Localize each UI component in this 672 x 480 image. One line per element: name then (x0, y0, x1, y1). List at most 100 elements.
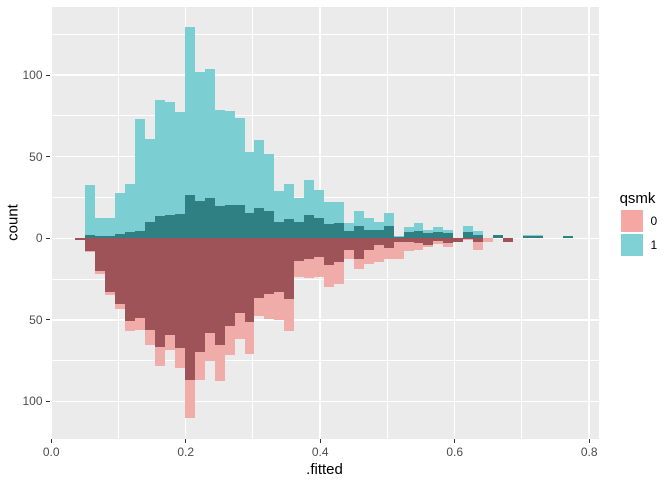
legend-key-1 (620, 233, 643, 256)
histogram-bar-down_dark (353, 238, 364, 260)
histogram-bar-down_dark (224, 238, 235, 326)
y-tick-mark (45, 400, 50, 402)
histogram-bar-down_dark (503, 238, 513, 242)
histogram-bar-up_dark (463, 232, 474, 239)
y-tick-label: 50 (29, 149, 43, 164)
histogram-bar-down_dark (174, 238, 185, 348)
histogram-bar-up_dark (174, 213, 185, 239)
histogram-bar-down_dark (393, 238, 404, 243)
histogram-bar-up_light (224, 111, 235, 239)
histogram-bar-up_dark (333, 223, 344, 239)
histogram-bar-down_dark (234, 238, 245, 313)
legend-label-0: 0 (650, 214, 658, 229)
histogram-bar-up_dark (85, 234, 96, 239)
histogram-bar-up_light (413, 223, 424, 239)
histogram-bar-down_dark (324, 238, 334, 266)
histogram-bar-up_light (204, 68, 215, 239)
y-tick-mark (45, 319, 50, 321)
histogram-bar-up_light (353, 210, 364, 239)
histogram-bar-down_light (373, 238, 384, 262)
histogram-bar-down_dark (413, 238, 424, 244)
histogram-bar-up_dark (125, 232, 136, 239)
y-minor-gridline (50, 196, 599, 198)
y-major-gridline (50, 155, 599, 158)
histogram-bar-down_dark (284, 238, 295, 299)
histogram-bar-up_dark (522, 236, 533, 239)
x-tick-label: 0.2 (177, 444, 195, 459)
histogram-bar-down_dark (85, 238, 96, 251)
histogram-bar-down_dark (373, 238, 384, 245)
x-axis-title: .fitted (306, 460, 343, 478)
histogram-bar-up_dark (164, 214, 175, 239)
histogram-bar-up_light (115, 192, 126, 239)
histogram-bar-up_light (274, 190, 285, 239)
y-tick-mark (45, 74, 50, 76)
histogram-bar-down_dark (453, 238, 464, 242)
histogram-bar-down_dark (363, 238, 374, 251)
histogram-bar-up_dark (324, 224, 334, 239)
histogram-bar-down_dark (274, 238, 285, 292)
histogram-bar-up_light (234, 118, 245, 239)
histogram-bar-up_dark (343, 231, 354, 239)
histogram-bar-up_dark (493, 235, 503, 239)
histogram-bar-down_light (363, 238, 374, 264)
histogram-bar-down_light (403, 238, 414, 251)
histogram-bar-down_dark (194, 238, 205, 353)
histogram-bar-down_dark (343, 238, 354, 250)
y-axis-title: count (4, 204, 22, 242)
histogram-bar-up_light (145, 138, 156, 239)
histogram-bar-up_light (95, 218, 106, 239)
histogram-bar-up_dark (244, 213, 255, 239)
histogram-bar-up_dark (224, 205, 235, 239)
y-tick-label: 100 (22, 68, 43, 83)
histogram-bar-up_dark (373, 230, 384, 239)
histogram-bar-up_light (294, 197, 305, 239)
histogram-bar-up_dark (284, 218, 295, 239)
histogram-bar-up_dark (145, 222, 156, 239)
histogram-bar-up_dark (443, 233, 454, 239)
histogram-bar-up_light (264, 154, 275, 239)
x-tick-mark (319, 438, 321, 443)
histogram-bar-up_light (333, 201, 344, 239)
histogram-bar-up_dark (383, 226, 394, 239)
histogram-bar-down_dark (433, 238, 444, 241)
histogram-bar-down_dark (473, 238, 484, 243)
histogram-bar-down_light (433, 238, 444, 244)
histogram-bar-down_dark (463, 238, 474, 240)
histogram-bar-up_light (373, 222, 384, 239)
y-minor-gridline (50, 360, 599, 362)
histogram-bar-down_dark (443, 238, 454, 244)
histogram-bar-down_dark (105, 238, 116, 292)
histogram-bar-down_dark (254, 238, 265, 298)
histogram-bar-up_dark (204, 198, 215, 239)
y-tick-mark (45, 237, 50, 239)
histogram-bar-up_dark (135, 230, 146, 239)
histogram-bar-down_dark (383, 238, 394, 248)
histogram-bar-down_dark (155, 238, 165, 347)
y-major-gridline (50, 74, 599, 76)
histogram-bar-down_light (413, 238, 424, 251)
histogram-bar-up_light (184, 26, 195, 239)
histogram-bar-down_light (483, 238, 494, 243)
histogram-bar-up_light (284, 184, 295, 239)
histogram-bar-down_dark (145, 238, 156, 330)
histogram-bar-down_light (473, 238, 484, 250)
x-tick-label: 0.8 (580, 444, 598, 459)
histogram-bar-up_light (214, 109, 225, 239)
histogram-bar-up_light (463, 226, 474, 239)
histogram-bar-down_dark (244, 238, 255, 323)
y-major-gridline (50, 319, 599, 321)
histogram-bar-up_dark (105, 236, 116, 239)
histogram-bar-down_dark (214, 238, 225, 345)
histogram-bar-up_dark (473, 234, 484, 239)
histogram-bar-up_dark (95, 236, 106, 239)
x-tick-mark (185, 438, 187, 443)
histogram-bar-up_light (324, 201, 334, 239)
histogram-bar-up_dark (194, 200, 205, 239)
histogram-bar-down_dark (333, 238, 344, 262)
histogram-bar-down_dark (184, 238, 195, 381)
histogram-bar-up_dark (254, 208, 265, 239)
histogram-bar-up_light (473, 230, 484, 239)
histogram-bar-up_light (363, 218, 374, 239)
x-major-gridline (588, 7, 590, 439)
